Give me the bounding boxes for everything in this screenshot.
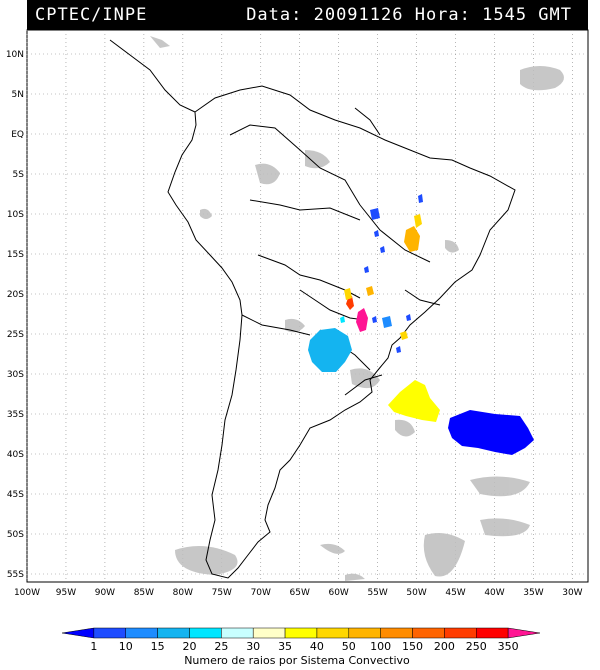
legend-swatch bbox=[412, 627, 445, 639]
legend-swatch bbox=[348, 627, 381, 639]
legend-swatch bbox=[252, 627, 286, 639]
lat-tick-label: 15S bbox=[7, 250, 24, 260]
map-frame bbox=[26, 29, 589, 583]
lon-tick-label: 90W bbox=[95, 588, 115, 598]
legend-tick-label: 50 bbox=[342, 640, 356, 653]
lon-tick-label: 80W bbox=[173, 588, 193, 598]
lat-tick-label: 45S bbox=[7, 490, 24, 500]
lon-tick-label: 85W bbox=[134, 588, 154, 598]
system-magenta bbox=[356, 308, 368, 332]
legend-swatch bbox=[380, 627, 413, 639]
longitude-labels: 100W 95W 90W 85W 80W 75W 70W 65W 60W 55W 50W 45W 40W… bbox=[14, 588, 583, 598]
system-cyan bbox=[308, 328, 352, 372]
system-blue-large bbox=[448, 410, 534, 455]
system-red bbox=[346, 296, 354, 310]
legend-swatch bbox=[157, 627, 190, 639]
legend-caption: Numero de raios por Sistema Convectivo bbox=[184, 654, 410, 667]
lat-tick-label: 5S bbox=[13, 170, 25, 180]
lat-tick-label: 30S bbox=[7, 370, 24, 380]
convective-systems bbox=[308, 194, 534, 455]
legend-swatch bbox=[93, 627, 126, 639]
lon-tick-label: 45W bbox=[445, 588, 465, 598]
legend-swatch bbox=[476, 627, 509, 639]
system-blue-north bbox=[370, 208, 380, 220]
legend-tick-label: 200 bbox=[434, 640, 455, 653]
legend-tick-label: 40 bbox=[310, 640, 324, 653]
legend-tick-label: 10 bbox=[119, 640, 133, 653]
lon-tick-label: 40W bbox=[484, 588, 504, 598]
system-orange-north bbox=[404, 226, 420, 252]
lat-tick-label: 50S bbox=[7, 530, 24, 540]
system-blue-small-5 bbox=[406, 314, 411, 321]
lat-tick-label: 10N bbox=[6, 50, 24, 60]
legend-tick-label: 25 bbox=[214, 640, 228, 653]
lon-tick-label: 95W bbox=[56, 588, 76, 598]
grid-lines bbox=[26, 30, 588, 582]
system-blue-small-1 bbox=[374, 230, 379, 237]
lat-tick-label: 40S bbox=[7, 450, 24, 460]
system-yellow-small bbox=[400, 331, 408, 340]
lon-tick-label: 65W bbox=[290, 588, 310, 598]
system-blue-small-4 bbox=[372, 316, 377, 323]
lat-tick-label: EQ bbox=[11, 130, 24, 140]
lat-tick-label: 35S bbox=[7, 410, 24, 420]
legend-swatch bbox=[61, 627, 95, 639]
legend-tick-label: 100 bbox=[370, 640, 391, 653]
legend-swatch bbox=[316, 627, 350, 639]
legend-tick-label: 20 bbox=[182, 640, 196, 653]
lon-tick-label: 50W bbox=[406, 588, 426, 598]
legend-tick-label: 250 bbox=[466, 640, 487, 653]
lon-tick-label: 100W bbox=[14, 588, 40, 598]
system-orange-mid bbox=[366, 286, 374, 296]
legend-tick-label: 150 bbox=[402, 640, 423, 653]
legend-swatch bbox=[125, 627, 158, 639]
lon-tick-label: 70W bbox=[251, 588, 271, 598]
continent-outline bbox=[109, 39, 516, 579]
system-blue-small-3 bbox=[418, 194, 423, 203]
latitude-labels: 10N 5N EQ 5S 10S 15S 20S 25S 30S 35S 40S 45S 50S 55S bbox=[6, 50, 24, 580]
legend-swatch bbox=[189, 627, 222, 639]
lat-tick-label: 25S bbox=[7, 330, 24, 340]
legend-swatch bbox=[221, 627, 254, 639]
legend-swatch bbox=[284, 627, 318, 639]
system-blue-small-6 bbox=[396, 346, 401, 353]
lon-tick-label: 60W bbox=[328, 588, 348, 598]
system-gold-mid bbox=[344, 288, 352, 300]
legend-tick-label: 30 bbox=[246, 640, 260, 653]
lat-tick-label: 10S bbox=[7, 210, 24, 220]
legend-swatch bbox=[444, 627, 477, 639]
lat-tick-label: 20S bbox=[7, 290, 24, 300]
system-blue-small-2 bbox=[380, 246, 385, 253]
organization-label: CPTEC/INPE bbox=[35, 5, 148, 25]
lon-tick-label: 30W bbox=[562, 588, 582, 598]
system-gold-north bbox=[414, 214, 422, 228]
legend-tick-label: 15 bbox=[151, 640, 165, 653]
system-cyan-small bbox=[340, 316, 345, 323]
system-blue-small-7 bbox=[364, 266, 369, 273]
lon-tick-label: 75W bbox=[212, 588, 232, 598]
system-yellow bbox=[388, 380, 440, 422]
legend-swatch bbox=[507, 627, 541, 639]
datetime-label: Data: 20091126 Hora: 1545 GMT bbox=[246, 5, 572, 25]
lon-tick-label: 55W bbox=[367, 588, 387, 598]
lon-tick-label: 35W bbox=[523, 588, 543, 598]
legend-tick-label: 35 bbox=[278, 640, 292, 653]
legend-tick-label: 1 bbox=[90, 640, 97, 653]
system-lightblue bbox=[382, 316, 392, 328]
color-legend: 1 10 15 20 25 30 35 40 50 100 150 200 250 350 bbox=[61, 627, 541, 653]
legend-tick-label: 350 bbox=[498, 640, 519, 653]
lat-tick-label: 5N bbox=[12, 90, 24, 100]
title-bar: CPTEC/INPE Data: 20091126 Hora: 1545 GMT bbox=[27, 0, 588, 30]
lat-tick-label: 55S bbox=[7, 570, 24, 580]
